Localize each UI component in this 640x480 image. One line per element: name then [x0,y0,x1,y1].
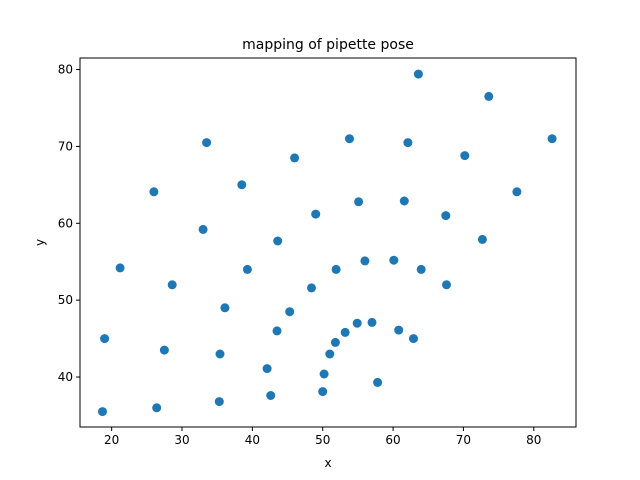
data-point [307,283,316,293]
data-point [547,134,557,144]
data-point [389,255,399,265]
data-point [159,345,169,355]
data-point [373,377,383,387]
x-tick-label: 60 [385,433,400,447]
data-point [215,349,225,359]
x-tick-label: 40 [245,433,260,447]
data-point [394,325,404,335]
data-point [352,318,362,328]
x-axis-label: x [324,456,331,470]
data-point [266,391,276,400]
data-point [285,307,295,317]
data-point [100,334,110,344]
data-point [441,211,451,221]
x-tick-label: 80 [526,433,541,447]
x-tick-label: 30 [174,433,189,447]
y-tick-label: 80 [58,63,73,77]
data-point [367,317,377,327]
data-point [167,280,177,290]
data-point [340,327,350,337]
data-point [403,138,413,148]
y-tick-label: 40 [58,370,73,384]
data-point [237,180,247,190]
y-axis-label: y [33,239,47,246]
data-point [290,153,300,163]
data-point [460,151,470,161]
plot-area-frame [79,57,577,428]
x-tick-label: 50 [315,433,330,447]
data-point [262,364,272,374]
data-point [220,303,230,313]
data-points [98,69,557,417]
data-point [318,387,328,397]
data-point [115,263,125,273]
data-point [330,337,340,347]
y-axis-ticks: 40 50 60 70 80 [58,63,80,384]
data-point [152,403,162,413]
data-point [202,138,212,148]
data-point [98,407,107,417]
data-point [331,264,341,274]
data-point [416,264,426,274]
data-point [409,334,418,344]
data-point [477,234,487,244]
data-point [442,280,451,290]
y-tick-label: 60 [58,216,73,230]
data-point [354,197,364,207]
y-tick-label: 70 [58,139,73,153]
data-point [345,134,354,144]
x-axis-ticks: 20 30 40 50 60 70 80 [104,427,541,447]
data-point [399,196,409,206]
data-point [512,187,522,197]
data-point [360,256,370,266]
data-point [198,224,208,234]
data-point [413,69,423,79]
x-tick-label: 20 [104,433,119,447]
data-point [325,349,335,359]
data-point [273,236,283,246]
y-tick-label: 50 [58,293,73,307]
data-point [272,326,282,336]
data-point [242,264,252,274]
data-point [149,187,159,197]
data-point [484,91,494,101]
data-point [311,209,321,219]
x-tick-label: 70 [456,433,471,447]
data-point [214,397,224,407]
data-point [319,369,329,379]
chart-title: mapping of pipette pose [242,37,414,53]
